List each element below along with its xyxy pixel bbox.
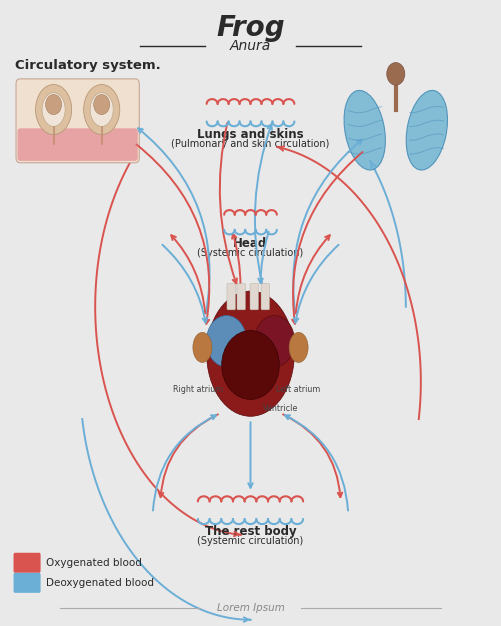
Text: Right atrium: Right atrium bbox=[173, 385, 223, 394]
Ellipse shape bbox=[344, 90, 385, 170]
FancyBboxPatch shape bbox=[14, 573, 41, 593]
FancyBboxPatch shape bbox=[261, 284, 270, 310]
Ellipse shape bbox=[206, 316, 246, 367]
Ellipse shape bbox=[90, 93, 113, 126]
FancyBboxPatch shape bbox=[227, 284, 235, 310]
Circle shape bbox=[387, 63, 405, 85]
Text: Oxygenated blood: Oxygenated blood bbox=[46, 558, 142, 568]
FancyBboxPatch shape bbox=[16, 79, 139, 163]
Ellipse shape bbox=[36, 85, 72, 135]
Text: (Systemic circulation): (Systemic circulation) bbox=[197, 248, 304, 258]
Ellipse shape bbox=[193, 332, 212, 362]
Ellipse shape bbox=[42, 93, 65, 126]
Text: The rest body: The rest body bbox=[205, 525, 296, 538]
Text: Lungs and skins: Lungs and skins bbox=[197, 128, 304, 141]
Circle shape bbox=[94, 95, 110, 115]
Text: Deoxygenated blood: Deoxygenated blood bbox=[46, 578, 154, 588]
Ellipse shape bbox=[406, 90, 447, 170]
Circle shape bbox=[46, 95, 62, 115]
Ellipse shape bbox=[255, 316, 295, 367]
Text: Circulatory system.: Circulatory system. bbox=[15, 59, 161, 72]
FancyBboxPatch shape bbox=[250, 284, 259, 310]
Text: Anura: Anura bbox=[230, 39, 271, 53]
Text: (Systemic circulation): (Systemic circulation) bbox=[197, 536, 304, 546]
FancyBboxPatch shape bbox=[18, 128, 138, 161]
Text: Head: Head bbox=[233, 237, 268, 250]
FancyBboxPatch shape bbox=[237, 284, 245, 310]
Ellipse shape bbox=[206, 291, 294, 416]
Text: Ventricle: Ventricle bbox=[263, 404, 298, 413]
Text: (Pulmonary and skin circulation): (Pulmonary and skin circulation) bbox=[171, 139, 330, 149]
Text: Lorem Ipsum: Lorem Ipsum bbox=[216, 603, 285, 613]
Text: Frog: Frog bbox=[216, 14, 285, 42]
FancyBboxPatch shape bbox=[14, 553, 41, 573]
Ellipse shape bbox=[289, 332, 308, 362]
Ellipse shape bbox=[84, 85, 120, 135]
Text: Left atrium: Left atrium bbox=[276, 385, 320, 394]
Ellipse shape bbox=[221, 331, 280, 399]
